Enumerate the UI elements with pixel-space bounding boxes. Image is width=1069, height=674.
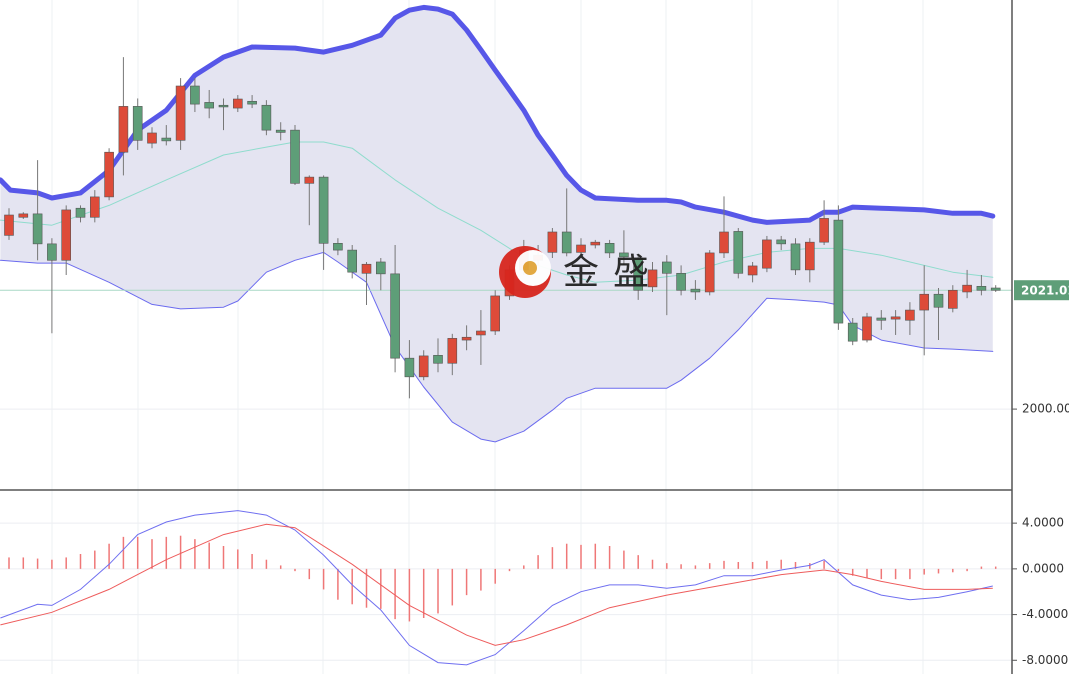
- candle-body: [175, 85, 186, 141]
- candle-body: [375, 261, 386, 275]
- watermark-logo-dot: [523, 261, 537, 275]
- candle-body: [719, 231, 729, 254]
- candle-body: [604, 243, 615, 254]
- candle-body: [590, 241, 601, 246]
- candle-body: [947, 289, 958, 309]
- candle-body: [61, 209, 72, 261]
- candle-body: [333, 243, 343, 251]
- candle-body: [704, 252, 715, 293]
- candle-body: [47, 243, 57, 261]
- candle-body: [690, 288, 701, 293]
- candle-body: [104, 151, 114, 198]
- candle-body: [990, 287, 1001, 291]
- candle-body: [32, 213, 43, 245]
- band-fill: [0, 7, 993, 442]
- candle-body: [161, 137, 172, 142]
- candle-body: [204, 102, 214, 109]
- candle-body: [233, 98, 243, 109]
- watermark-text: 金盛: [563, 252, 663, 293]
- candle-body: [619, 252, 629, 258]
- candle-body: [447, 338, 458, 364]
- candle-body: [890, 316, 901, 320]
- candle-body: [962, 284, 972, 293]
- candle-body: [304, 176, 315, 184]
- candle-body: [762, 239, 772, 269]
- candle-body: [218, 104, 229, 108]
- band-line: [0, 251, 994, 443]
- candle-body: [919, 293, 930, 311]
- candle-body: [18, 213, 29, 218]
- candle-body: [819, 218, 829, 243]
- macd-line: [0, 510, 993, 666]
- candle-body: [976, 286, 987, 291]
- candle-body: [833, 219, 844, 324]
- candle-body: [547, 231, 558, 253]
- last-price-label: 2021.01: [1021, 284, 1069, 298]
- candle-body: [90, 196, 100, 218]
- y-tick-label: 2000.00: [1022, 402, 1069, 416]
- candle-body: [905, 309, 915, 321]
- watermark: 金盛: [499, 246, 663, 298]
- candle-body: [476, 330, 486, 336]
- candle-body: [790, 243, 801, 271]
- y-tick-label: 0.0000: [1022, 561, 1064, 575]
- candle-body: [118, 106, 129, 153]
- candle-body: [661, 261, 672, 274]
- candle-body: [418, 355, 429, 378]
- candle-body: [433, 355, 443, 364]
- candle-body: [862, 316, 872, 341]
- candle-body: [347, 249, 358, 273]
- candle-body: [633, 257, 644, 291]
- candle-body: [275, 129, 286, 133]
- candle-body: [576, 244, 586, 253]
- candle-body: [747, 265, 758, 276]
- candle-body: [390, 273, 400, 359]
- candle-body: [847, 322, 858, 342]
- candle-body: [676, 272, 686, 291]
- plot: 2000.00 金盛 2021.01 4.0000 0.0000 -4.0000 -8.00…: [0, 4, 1069, 667]
- candle-body: [247, 100, 257, 105]
- macd-line: [0, 523, 993, 646]
- y-tick-label: -8.0000: [1022, 653, 1068, 667]
- candle-body: [404, 357, 415, 378]
- candle-body: [75, 207, 86, 218]
- y-tick-label: -4.0000: [1022, 607, 1068, 621]
- candle-body: [933, 293, 944, 308]
- candle-body: [4, 214, 14, 236]
- candle-body: [804, 241, 815, 271]
- candle-body: [290, 129, 300, 184]
- candle-body: [361, 263, 372, 274]
- candle-body: [261, 104, 272, 131]
- candle-body: [776, 239, 787, 245]
- candle-body: [461, 336, 472, 341]
- candle-body: [647, 269, 658, 288]
- candle-body: [490, 295, 501, 332]
- y-tick-label: 4.0000: [1022, 516, 1064, 530]
- last-price-box: [1014, 280, 1069, 301]
- candle-body: [147, 132, 157, 144]
- candle-body: [190, 85, 200, 105]
- candle-body: [132, 106, 143, 141]
- candle-body: [561, 231, 572, 254]
- candle-body: [876, 317, 887, 321]
- candle-body: [733, 231, 744, 274]
- candle-body: [318, 176, 329, 244]
